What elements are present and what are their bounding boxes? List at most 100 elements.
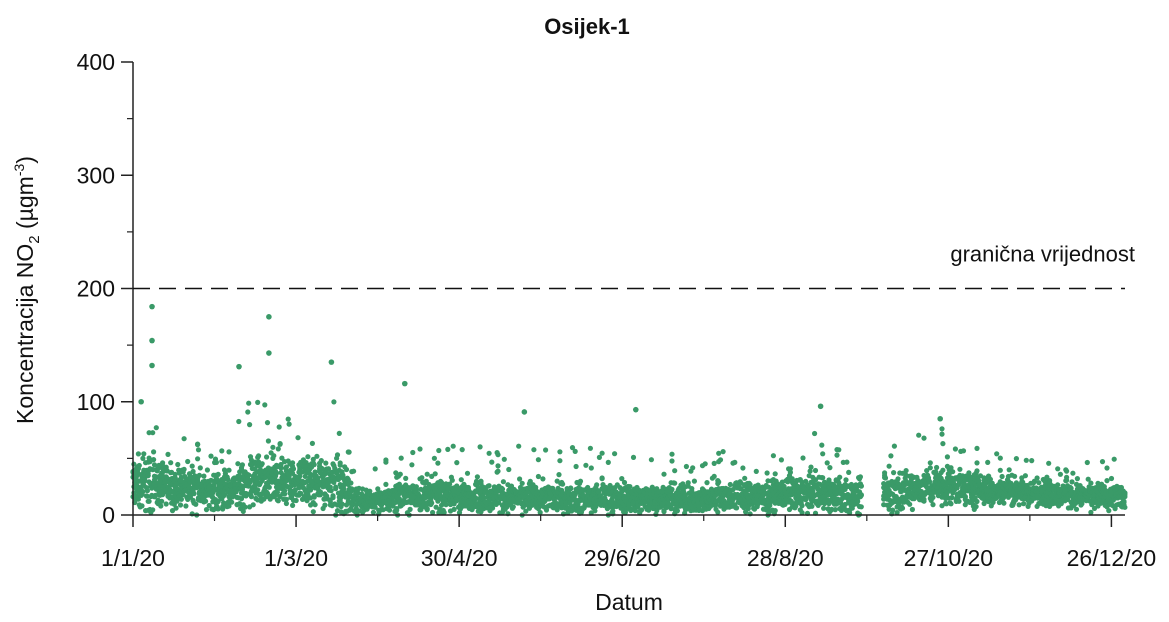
- data-point: [270, 444, 276, 450]
- data-point: [208, 453, 214, 459]
- data-point: [225, 477, 231, 483]
- data-point: [229, 499, 235, 505]
- data-point: [535, 473, 542, 480]
- data-point: [572, 448, 578, 454]
- data-point: [286, 421, 292, 427]
- data-point: [819, 442, 825, 448]
- data-point: [317, 492, 323, 498]
- data-point: [1084, 459, 1090, 466]
- data-point: [310, 456, 316, 462]
- data-point: [569, 445, 576, 451]
- data-point: [290, 502, 296, 508]
- data-point: [523, 508, 529, 514]
- data-point: [1013, 456, 1020, 462]
- data-point: [506, 466, 512, 473]
- data-point: [336, 430, 342, 436]
- data-point: [891, 470, 897, 476]
- data-point: [142, 478, 148, 484]
- data-point-peak-9: [521, 409, 528, 415]
- data-point: [775, 481, 781, 487]
- data-point: [431, 455, 437, 461]
- data-point: [396, 496, 402, 502]
- data-point: [335, 476, 341, 483]
- data-point: [516, 443, 522, 449]
- data-point: [150, 430, 156, 436]
- data-point: [424, 471, 430, 477]
- data-point: [474, 474, 480, 480]
- data-point: [948, 501, 954, 507]
- data-point: [495, 468, 501, 474]
- data-point: [1064, 474, 1070, 480]
- data-point: [398, 455, 404, 461]
- data-point: [1073, 506, 1080, 512]
- data-point: [325, 466, 332, 472]
- data-point: [952, 446, 959, 452]
- data-point: [246, 400, 252, 406]
- data-point: [311, 462, 317, 468]
- data-point: [1006, 467, 1012, 473]
- data-point: [844, 459, 850, 465]
- data-point: [510, 504, 516, 510]
- data-point: [486, 483, 492, 489]
- data-point: [638, 507, 645, 513]
- data-point: [302, 473, 308, 479]
- data-point: [279, 455, 285, 461]
- data-point: [295, 435, 301, 441]
- data-point: [821, 505, 827, 511]
- data-point: [843, 477, 849, 483]
- data-point: [820, 475, 826, 481]
- data-point: [690, 465, 696, 471]
- data-point: [193, 501, 199, 507]
- data-point: [242, 504, 248, 510]
- data-point: [717, 457, 724, 463]
- data-point: [135, 496, 141, 502]
- data-point: [256, 453, 262, 459]
- y-tick-label-0: 0: [102, 502, 115, 528]
- data-point: [787, 466, 794, 472]
- data-point: [305, 491, 311, 497]
- data-point: [403, 475, 409, 481]
- data-point: [486, 450, 492, 456]
- data-point: [715, 509, 721, 515]
- data-point: [135, 471, 141, 477]
- data-point: [896, 500, 902, 506]
- data-point: [1055, 466, 1061, 472]
- data-point: [1029, 458, 1035, 464]
- data-point: [1106, 508, 1112, 514]
- data-point: [587, 445, 594, 451]
- data-point: [764, 470, 770, 476]
- data-point: [974, 468, 980, 474]
- data-point: [808, 464, 814, 470]
- data-point: [1064, 468, 1070, 474]
- data-point: [554, 507, 560, 513]
- data-point: [800, 455, 806, 461]
- data-point: [592, 508, 598, 514]
- data-point: [1016, 502, 1022, 508]
- data-point: [846, 469, 852, 475]
- x-axis-label: Datum: [595, 589, 663, 615]
- data-point: [999, 473, 1005, 480]
- data-point: [190, 468, 196, 475]
- data-point: [588, 465, 594, 471]
- data-point: [204, 467, 210, 473]
- data-point: [259, 461, 265, 467]
- data-point: [627, 484, 633, 490]
- y-tick-label-400: 400: [77, 49, 115, 75]
- data-point: [799, 503, 805, 509]
- data-point: [605, 459, 611, 465]
- data-point: [540, 476, 546, 482]
- data-point: [517, 476, 523, 482]
- data-point: [890, 507, 896, 513]
- data-point: [195, 456, 201, 462]
- data-point: [734, 505, 740, 511]
- data-point: [927, 465, 933, 471]
- data-point: [140, 489, 146, 495]
- data-point: [755, 483, 761, 489]
- data-point: [219, 448, 225, 454]
- data-point: [278, 465, 284, 471]
- data-point: [226, 449, 232, 455]
- data-point: [716, 479, 722, 485]
- data-point: [1046, 460, 1052, 466]
- data-point: [543, 447, 549, 453]
- data-point: [449, 477, 455, 483]
